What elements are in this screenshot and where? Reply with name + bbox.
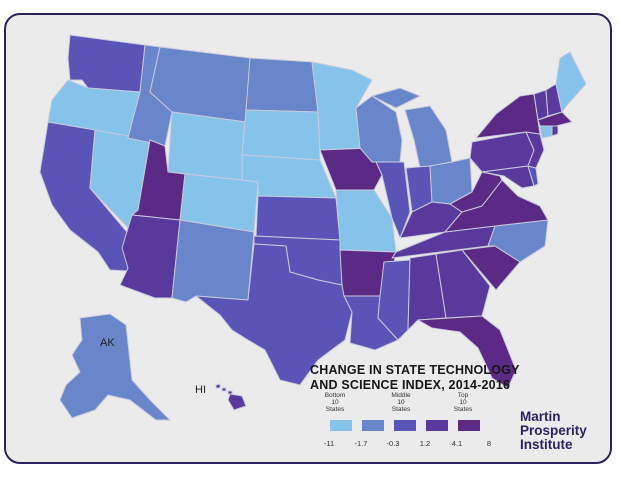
state-colorado: [179, 173, 259, 233]
legend-swatch-5: [458, 420, 480, 431]
hawaii-label: HI: [195, 384, 206, 396]
map-title: CHANGE IN STATE TECHNOLOGY AND SCIENCE I…: [310, 363, 520, 392]
state-hawaii: [215, 383, 247, 411]
legend-tick-4: 1.2: [419, 439, 431, 448]
legend-tick-5: 4.1: [451, 439, 463, 448]
state-alaska: [59, 313, 171, 421]
legend-middle-heading: Middle 10 States: [391, 392, 411, 413]
legend-tick-6: 8: [486, 439, 492, 448]
state-massachusetts: [537, 111, 573, 127]
legend-top-heading: Top 10 States: [453, 392, 473, 413]
state-south-dakota: [241, 109, 321, 161]
state-missouri: [335, 189, 397, 253]
state-texas: [195, 243, 353, 386]
state-rhode-island: [551, 125, 559, 137]
state-wisconsin: [355, 95, 403, 163]
state-maine: [555, 51, 587, 113]
state-new-mexico: [171, 219, 255, 303]
alaska-label: AK: [100, 337, 115, 349]
legend-bottom-heading: Bottom 10 States: [324, 392, 346, 413]
legend-tick-1: -11: [323, 439, 335, 448]
state-connecticut: [539, 125, 553, 139]
martin-prosperity-institute-logo: Martin Prosperity Institute: [520, 409, 587, 452]
state-georgia: [435, 249, 491, 319]
state-north-dakota: [245, 57, 319, 113]
legend-swatch-4: [426, 420, 448, 431]
state-kansas: [255, 195, 341, 241]
state-new-york: [475, 93, 541, 139]
legend-swatch-2: [362, 420, 384, 431]
state-florida: [417, 315, 517, 389]
legend-tick-3: -0.3: [386, 439, 400, 448]
state-washington: [67, 34, 146, 93]
legend-swatch-3: [394, 420, 416, 431]
legend-tick-2: -1.7: [354, 439, 368, 448]
legend-swatch-1: [330, 420, 352, 431]
state-maryland: [481, 165, 535, 189]
state-arizona: [119, 214, 181, 299]
state-wyoming: [167, 111, 247, 181]
